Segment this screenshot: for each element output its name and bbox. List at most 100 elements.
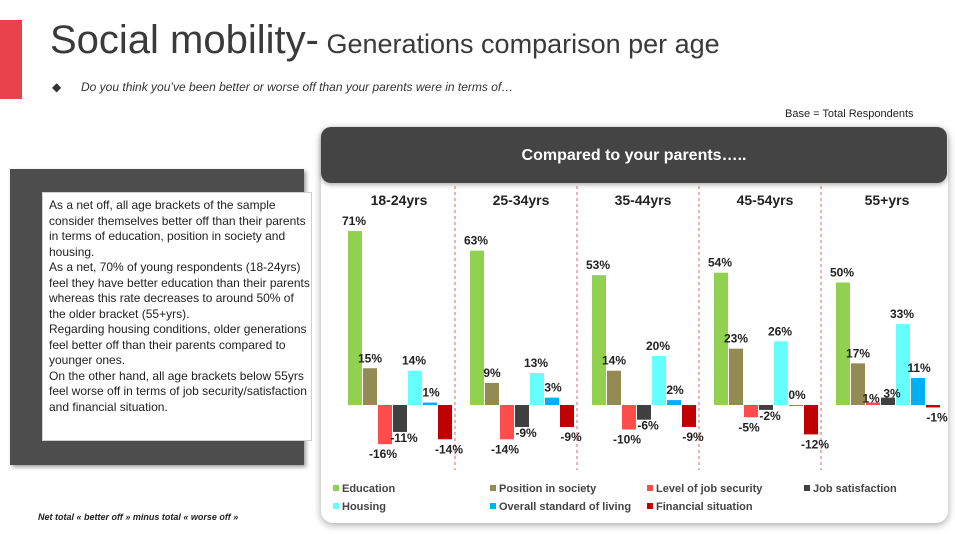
legend-label: Overall standard of living bbox=[499, 501, 632, 513]
bar bbox=[896, 324, 910, 405]
data-label: 1% bbox=[422, 386, 440, 400]
data-label: -12% bbox=[801, 437, 829, 451]
bar bbox=[408, 370, 422, 405]
bar bbox=[652, 356, 666, 405]
data-label: 14% bbox=[402, 354, 426, 368]
commentary-panel bbox=[42, 192, 312, 441]
data-label: 23% bbox=[724, 332, 748, 346]
data-label: -1% bbox=[926, 410, 948, 424]
commentary-line: As a net, 70% of young respondents (18-2… bbox=[49, 260, 310, 321]
data-label: -9% bbox=[682, 430, 704, 444]
commentary-line: As a net off, all age brackets of the sa… bbox=[49, 198, 306, 259]
commentary-line: Regarding housing conditions, older gene… bbox=[49, 322, 307, 367]
data-label: 3% bbox=[883, 387, 901, 401]
legend-label: Education bbox=[342, 483, 396, 495]
bar bbox=[836, 282, 850, 405]
category-label: 25-34yrs bbox=[493, 192, 550, 208]
legend-swatch bbox=[490, 503, 496, 509]
legend-swatch bbox=[647, 503, 653, 509]
data-label: -10% bbox=[613, 433, 641, 447]
legend-item: Financial situation bbox=[647, 501, 753, 513]
data-label: -14% bbox=[435, 442, 463, 456]
bar bbox=[851, 363, 865, 405]
data-label: 26% bbox=[768, 324, 792, 338]
bar bbox=[515, 405, 529, 428]
data-label: -16% bbox=[369, 447, 397, 461]
legend-label: Job satisfaction bbox=[813, 483, 897, 495]
data-label: 0% bbox=[788, 388, 806, 402]
data-label: 2% bbox=[666, 383, 684, 397]
legend-item: Job satisfaction bbox=[804, 483, 897, 495]
data-label: 3% bbox=[544, 381, 562, 395]
base-note: Base = Total Respondents bbox=[785, 108, 914, 120]
category-label: 18-24yrs bbox=[371, 192, 428, 208]
bar bbox=[759, 405, 773, 410]
bar bbox=[530, 373, 544, 405]
data-label: 53% bbox=[586, 258, 610, 272]
commentary-line: On the other hand, all age brackets belo… bbox=[49, 368, 307, 414]
accent-bar bbox=[0, 20, 22, 99]
data-label: 1% bbox=[862, 392, 880, 406]
bar bbox=[393, 405, 407, 432]
page-title-sub: Generations comparison per age bbox=[318, 29, 720, 59]
footnote: Net total « better off » minus total « w… bbox=[38, 512, 239, 522]
legend-item: Level of job security bbox=[647, 483, 762, 495]
data-label: -6% bbox=[637, 419, 659, 433]
legend-swatch bbox=[647, 485, 653, 491]
page-title: Social mobility- Generations comparison … bbox=[50, 18, 720, 63]
data-label: -9% bbox=[560, 430, 582, 444]
diamond-bullet-icon: ◆ bbox=[52, 80, 62, 94]
bars-layer bbox=[348, 231, 940, 445]
data-label: 63% bbox=[464, 234, 488, 248]
legend-label: Level of job security bbox=[656, 483, 763, 495]
legend-swatch bbox=[333, 503, 339, 509]
commentary-text: As a net off, all age brackets of the sa… bbox=[49, 198, 311, 415]
bar bbox=[637, 405, 651, 420]
bar bbox=[485, 382, 499, 405]
bar bbox=[545, 397, 559, 405]
legend-label: Position in society bbox=[499, 483, 597, 495]
bar bbox=[607, 370, 621, 405]
data-label: 33% bbox=[890, 307, 914, 321]
bar bbox=[714, 272, 728, 405]
legend-swatch bbox=[333, 485, 339, 491]
bar bbox=[881, 397, 895, 405]
chart-title: Compared to your parents….. bbox=[521, 147, 747, 164]
bar bbox=[592, 275, 606, 405]
legend-label: Housing bbox=[342, 501, 386, 513]
category-label: 35-44yrs bbox=[615, 192, 672, 208]
category-label: 45-54yrs bbox=[737, 192, 794, 208]
chart-header bbox=[321, 127, 947, 183]
bar bbox=[789, 405, 803, 406]
bar bbox=[744, 405, 758, 418]
data-label: 13% bbox=[524, 356, 548, 370]
bar bbox=[348, 231, 362, 405]
page-title-main: Social mobility- bbox=[50, 18, 319, 62]
bar bbox=[470, 250, 484, 405]
bar bbox=[560, 405, 574, 428]
data-label: 54% bbox=[708, 256, 732, 270]
labels-layer: 71% 15% -16% -11% 14% 1% -14% 63% 9% -14% -9% 13% 3%… bbox=[342, 214, 948, 461]
bar bbox=[774, 341, 788, 405]
legend-item: Position in society bbox=[490, 483, 596, 495]
bar bbox=[363, 368, 377, 405]
data-label: 17% bbox=[846, 346, 870, 360]
bar bbox=[423, 402, 437, 405]
bar bbox=[911, 378, 925, 405]
survey-question: Do you think you’ve been better or worse… bbox=[81, 80, 514, 94]
bar bbox=[866, 402, 880, 405]
data-label: 15% bbox=[358, 351, 382, 365]
data-label: 9% bbox=[483, 366, 501, 380]
bar bbox=[729, 348, 743, 405]
data-label: -5% bbox=[738, 420, 760, 434]
legend-swatch bbox=[490, 485, 496, 491]
legend-item: Housing bbox=[333, 501, 386, 513]
legend-item: Overall standard of living bbox=[490, 501, 631, 513]
data-label: -2% bbox=[759, 409, 781, 423]
data-label: 50% bbox=[830, 266, 854, 280]
bar bbox=[438, 405, 452, 440]
bar bbox=[500, 405, 514, 440]
bar bbox=[804, 405, 818, 435]
data-label: 11% bbox=[907, 361, 931, 375]
